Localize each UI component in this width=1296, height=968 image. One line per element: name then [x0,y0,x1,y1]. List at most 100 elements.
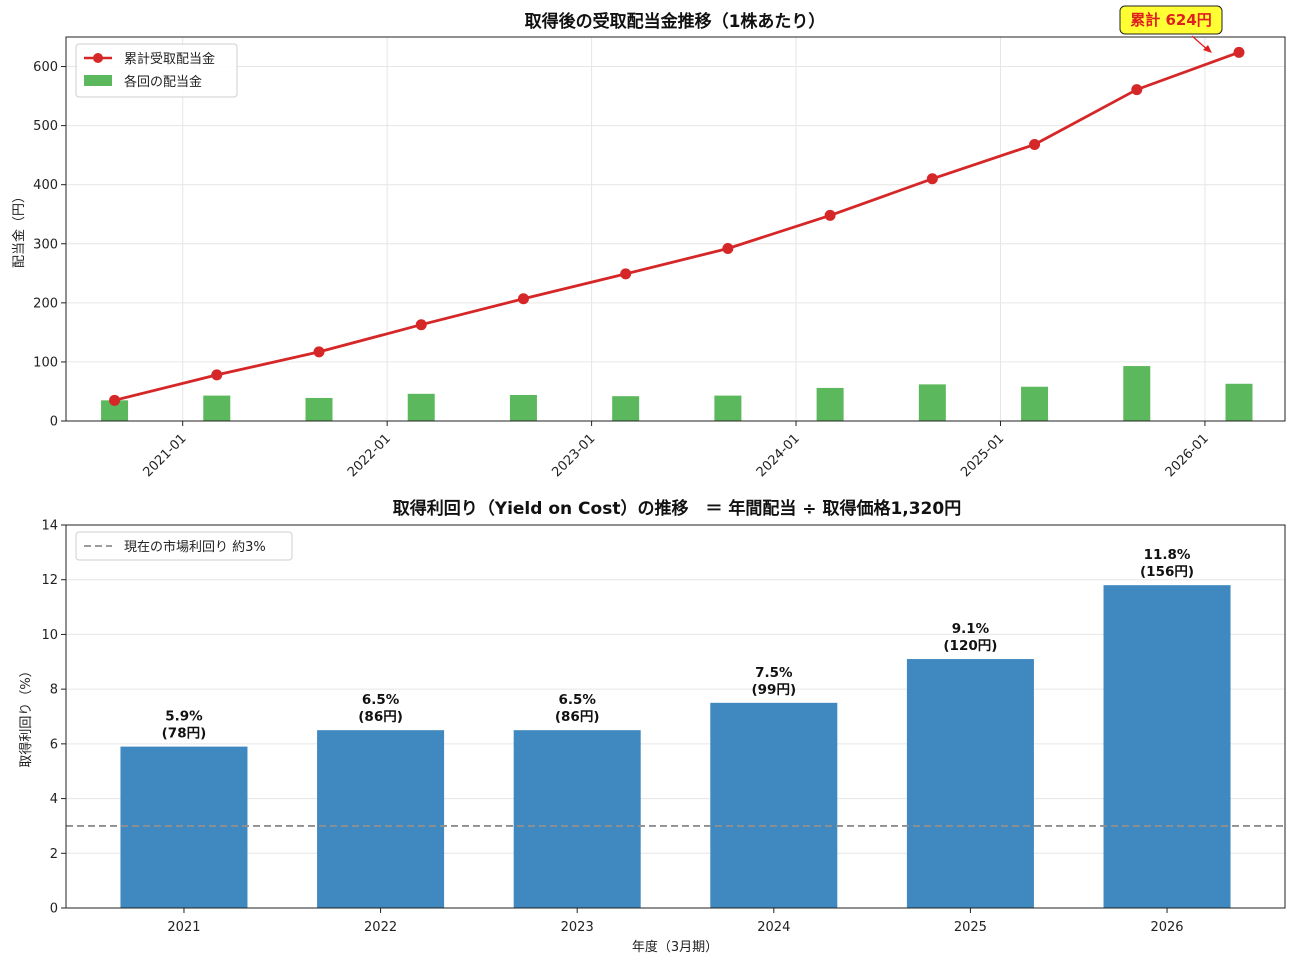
annotation-box [1119,5,1223,35]
bottom-x-tick-label: 2021 [167,920,200,935]
bottom-y-tick-label: 12 [41,573,58,588]
cumulative-annotation: 累計 624円 [1119,5,1223,53]
cumulative-point [824,209,836,221]
dividend-bar [203,395,231,421]
cumulative-point [109,394,121,406]
cumulative-dividend-chart: 取得後の受取配当金推移（1株あたり） 0 100 200 300 400 500 600 2… [11,5,1286,480]
dividend-bar [509,395,537,421]
cumulative-point [722,242,734,254]
top-x-tick-label: 2026-01 [1163,431,1212,480]
bottom-x-tick-label: 2024 [757,920,790,935]
dividend-bar [918,384,946,421]
cumulative-point [517,293,529,305]
cumulative-point [1233,46,1245,58]
yield-bar [906,659,1034,908]
yield-yen-label: (86円) [358,709,403,725]
yield-yen-label: (156円) [1140,564,1194,580]
cumulative-point [926,173,938,185]
yield-pct-label: 5.9% [165,709,203,725]
bottom-y-tick-label: 4 [50,792,58,807]
yield-yen-label: (120円) [943,638,997,654]
top-y-tick-label: 500 [33,119,58,134]
top-legend: 累計受取配当金 各回の配当金 [75,43,238,98]
yield-bar [317,730,445,908]
yield-yen-label: (78円) [162,726,207,742]
bottom-y-tick-label: 6 [50,737,58,752]
bottom-chart-title: 取得利回り（Yield on Cost）の推移 ＝ 年間配当 ÷ 取得価格1,3… [393,498,961,519]
yield-pct-label: 6.5% [558,692,596,708]
cumulative-point [1131,84,1143,96]
cumulative-point [1029,139,1041,151]
dividend-bar [1123,366,1151,421]
bottom-grid [66,524,1285,909]
legend-label-market-yield: 現在の市場利回り 約3% [124,539,266,555]
dividend-bar [1225,383,1253,421]
bottom-x-ticks: 2021 2022 2023 2024 2025 2026 [167,908,1184,935]
top-y-tick-label: 600 [33,60,58,75]
legend-bar-swatch [84,75,112,86]
top-plot-frame [65,36,1286,422]
legend-line-marker [93,53,103,63]
top-bars [101,366,1253,421]
yield-pct-label: 11.8% [1144,547,1191,563]
top-y-tick-label: 300 [33,237,58,252]
dividend-bar [816,387,844,421]
dividend-bar [407,393,435,421]
top-x-tick-label: 2024-01 [754,431,803,480]
annotation-arrowhead [1203,45,1212,53]
cumulative-point [313,346,325,358]
dividend-bar [612,396,640,421]
bottom-y-ticks: 0 2 4 6 8 10 12 14 [41,519,66,917]
top-y-ticks: 0 100 200 300 400 500 600 [33,60,66,430]
bottom-x-axis-label: 年度（3月期） [632,939,718,955]
bottom-legend-box [75,531,293,561]
top-legend-box [75,43,238,98]
top-x-tick-label: 2022-01 [345,431,394,480]
top-x-tick-label: 2025-01 [958,431,1007,480]
bottom-x-tick-label: 2025 [954,920,987,935]
annotation-text: 累計 624円 [1130,11,1212,29]
bottom-y-tick-label: 10 [41,628,58,643]
top-y-tick-label: 200 [33,296,58,311]
top-y-tick-label: 400 [33,178,58,193]
bottom-y-tick-label: 0 [50,902,58,917]
yield-bar [120,746,248,908]
top-x-tick-label: 2021-01 [141,431,190,480]
dividend-bar [305,397,333,421]
bottom-plot-frame [65,524,1286,909]
cumulative-point [620,268,632,280]
cumulative-point [415,319,427,331]
dividend-bar [714,395,742,421]
yield-bar [513,730,641,908]
bottom-y-tick-label: 14 [41,519,58,534]
bottom-y-tick-label: 2 [50,847,58,862]
bottom-bar-labels: 5.9%(78円)6.5%(86円)6.5%(86円)7.5%(99円)9.1%… [162,547,1194,741]
legend-label-each: 各回の配当金 [124,74,202,90]
bottom-x-tick-label: 2026 [1150,920,1183,935]
top-y-axis-label: 配当金（円） [11,190,27,268]
top-y-tick-label: 0 [50,415,58,430]
cumulative-line [114,51,1240,402]
bottom-y-axis-label: 取得利回り（%） [18,664,34,767]
yield-yen-label: (99円) [751,682,796,698]
top-x-ticks: 2021-01 2022-01 2023-01 2024-01 2025-01 2026-… [141,421,1212,480]
bottom-x-tick-label: 2023 [561,920,594,935]
yield-bar [1103,585,1231,908]
yield-yen-label: (86円) [555,709,600,725]
top-y-tick-label: 100 [33,355,58,370]
top-chart-title: 取得後の受取配当金推移（1株あたり） [525,11,826,32]
bottom-y-tick-label: 8 [50,683,58,698]
yield-on-cost-chart: 取得利回り（Yield on Cost）の推移 ＝ 年間配当 ÷ 取得価格1,3… [18,498,1286,955]
top-line-series [109,46,1245,406]
yield-pct-label: 6.5% [362,692,400,708]
bottom-x-tick-label: 2022 [364,920,397,935]
bottom-legend: 現在の市場利回り 約3% [75,531,293,561]
yield-bar [710,702,838,908]
top-grid [66,37,1285,422]
top-x-tick-label: 2023-01 [549,431,598,480]
cumulative-point [211,369,223,381]
dividend-bar [1021,386,1049,421]
bottom-bars [120,585,1231,908]
dividend-bar [101,400,129,421]
